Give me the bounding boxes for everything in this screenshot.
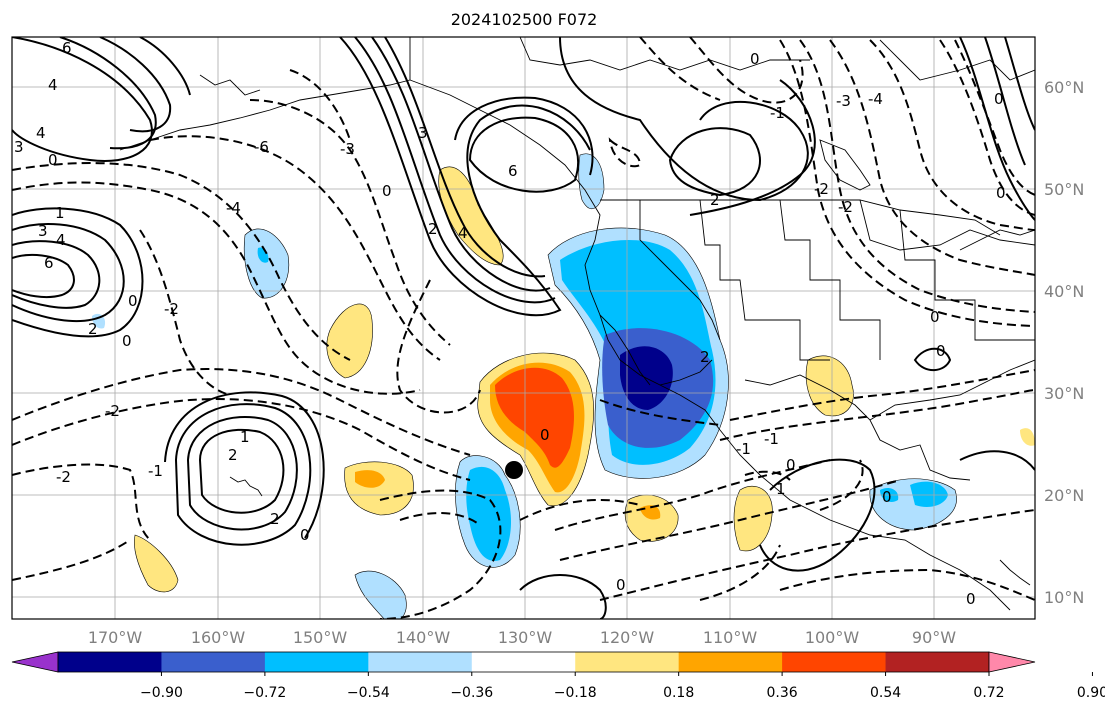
shaded-anomalies (92, 153, 1035, 619)
lon-label: 110°W (703, 628, 758, 647)
svg-text:2: 2 (710, 191, 720, 209)
lat-label: 30°N (1044, 384, 1084, 403)
colorbar-segment (161, 652, 266, 672)
colorbar-segment (58, 652, 162, 672)
colorbar-tick-label: 0.36 (767, 685, 798, 701)
svg-text:-4: -4 (226, 199, 241, 217)
svg-text:4: 4 (36, 124, 46, 142)
svg-text:0: 0 (786, 456, 796, 474)
coastlines (119, 37, 1035, 611)
colorbar-tick-label: −0.18 (554, 685, 597, 701)
svg-text:2: 2 (700, 348, 710, 366)
lon-label: 90°W (912, 628, 956, 647)
svg-text:-2: -2 (838, 198, 853, 216)
svg-text:-3: -3 (340, 140, 355, 158)
lat-label: 50°N (1044, 180, 1084, 199)
svg-text:3: 3 (38, 222, 48, 240)
svg-text:2: 2 (88, 320, 98, 338)
svg-text:-6: -6 (254, 138, 269, 156)
svg-text:2: 2 (428, 220, 438, 238)
map-background (12, 37, 1035, 619)
svg-text:3: 3 (14, 138, 24, 156)
lat-tick-labels: 60°N 50°N 40°N 30°N 20°N 10°N (1044, 78, 1084, 607)
colorbar-segment (264, 652, 369, 672)
svg-text:0: 0 (616, 576, 626, 594)
svg-text:4: 4 (48, 76, 58, 94)
svg-text:-1: -1 (736, 440, 751, 458)
lon-tick-labels: 170°W 160°W 150°W 140°W 130°W 120°W 110°… (88, 628, 956, 647)
svg-text:-3: -3 (836, 92, 851, 110)
svg-text:0: 0 (930, 308, 940, 326)
lat-label: 20°N (1044, 486, 1084, 505)
lat-label: 40°N (1044, 282, 1084, 301)
colorbar-segment (885, 652, 990, 672)
svg-text:1: 1 (240, 428, 250, 446)
lon-label: 100°W (805, 628, 860, 647)
svg-text:0: 0 (128, 292, 138, 310)
svg-text:0: 0 (750, 50, 760, 68)
svg-text:0: 0 (966, 590, 976, 608)
svg-text:-2: -2 (814, 180, 829, 198)
lon-label: 150°W (293, 628, 348, 647)
colorbar-extend-low (11, 651, 59, 673)
svg-text:0: 0 (382, 182, 392, 200)
colorbar-tick-label: −0.36 (450, 685, 493, 701)
lon-label: 130°W (498, 628, 553, 647)
colorbar-tick-label: −0.54 (347, 685, 390, 701)
svg-text:1: 1 (55, 204, 65, 222)
svg-text:-1: -1 (764, 430, 779, 448)
svg-text:-2: -2 (105, 402, 120, 420)
contours (12, 37, 1035, 619)
colorbar-segment (575, 652, 680, 672)
svg-text:0: 0 (936, 342, 946, 360)
svg-text:1: 1 (776, 480, 786, 498)
lat-label: 10°N (1044, 588, 1084, 607)
svg-text:3: 3 (418, 124, 428, 142)
colorbar: −0.90 −0.72 −0.54 −0.36 −0.18 0.18 0.36 0.54 0.7… (11, 651, 1105, 701)
svg-text:0: 0 (300, 526, 310, 544)
contour-labels: 6 4 3 4 0 1 3 4 6 0 2 0 -4 -6 -3 -2 -2 -… (14, 39, 1006, 608)
svg-text:0: 0 (48, 151, 58, 169)
colorbar-tick-label: 0.90 (1077, 685, 1105, 701)
colorbar-tick-label: 0.18 (663, 685, 694, 701)
svg-text:-2: -2 (164, 300, 179, 318)
svg-text:-4: -4 (868, 90, 883, 108)
svg-text:4: 4 (458, 224, 468, 242)
svg-text:6: 6 (508, 162, 518, 180)
svg-text:0: 0 (994, 90, 1004, 108)
svg-text:4: 4 (56, 231, 66, 249)
colorbar-segment (782, 652, 887, 672)
svg-text:0: 0 (540, 426, 550, 444)
svg-text:0: 0 (882, 488, 892, 506)
lon-label: 160°W (191, 628, 246, 647)
map-title: 2024102500 F072 (450, 10, 598, 29)
svg-text:-2: -2 (56, 468, 71, 486)
lon-label: 170°W (88, 628, 143, 647)
contours-dashed (12, 37, 1035, 619)
svg-text:-1: -1 (148, 462, 163, 480)
svg-text:2: 2 (228, 446, 238, 464)
svg-text:6: 6 (44, 254, 54, 272)
svg-text:0: 0 (996, 184, 1006, 202)
lat-label: 60°N (1044, 78, 1084, 97)
colorbar-tick-label: 0.72 (973, 685, 1004, 701)
colorbar-tick-label: −0.72 (243, 685, 286, 701)
lon-label: 140°W (396, 628, 451, 647)
lon-label: 120°W (600, 628, 655, 647)
colorbar-tick-label: −0.90 (140, 685, 183, 701)
svg-text:0: 0 (122, 332, 132, 350)
colorbar-segment (471, 652, 576, 672)
svg-text:6: 6 (62, 39, 72, 57)
location-marker (505, 461, 523, 479)
colorbar-tick-label: 0.54 (870, 685, 901, 701)
colorbar-segment (368, 652, 473, 672)
colorbar-extend-high (988, 651, 1036, 673)
svg-text:2: 2 (270, 510, 280, 528)
map-frame (11, 36, 1036, 620)
svg-text:-1: -1 (770, 104, 785, 122)
colorbar-segment (678, 652, 783, 672)
